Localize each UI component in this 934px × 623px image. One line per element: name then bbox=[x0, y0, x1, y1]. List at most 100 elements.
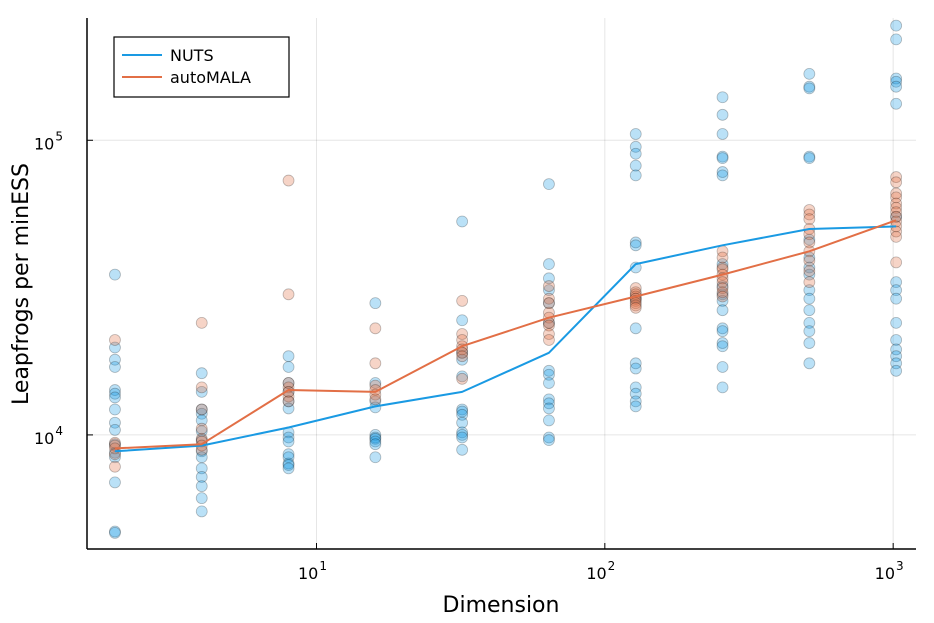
point-automala bbox=[803, 208, 816, 221]
point-automala bbox=[890, 225, 903, 238]
point-automala bbox=[543, 297, 555, 310]
point-nuts bbox=[803, 357, 816, 370]
point-nuts bbox=[716, 108, 729, 121]
point-nuts bbox=[456, 408, 469, 421]
point-nuts bbox=[890, 210, 903, 223]
point-nuts bbox=[890, 334, 903, 346]
point-nuts bbox=[716, 258, 729, 270]
point-nuts bbox=[282, 395, 295, 408]
point-nuts bbox=[890, 276, 903, 289]
point-nuts bbox=[890, 284, 903, 297]
point-nuts bbox=[629, 140, 642, 153]
point-nuts bbox=[890, 357, 903, 370]
point-nuts bbox=[456, 443, 469, 456]
point-automala bbox=[890, 210, 903, 223]
point-nuts bbox=[282, 377, 295, 389]
point-nuts bbox=[543, 402, 555, 415]
point-automala bbox=[456, 372, 469, 385]
point-nuts bbox=[109, 438, 121, 451]
point-nuts bbox=[803, 337, 816, 349]
point-nuts bbox=[456, 370, 469, 383]
y-axis-ticks: 104 105 bbox=[34, 129, 93, 448]
point-nuts bbox=[629, 236, 642, 249]
point-nuts bbox=[543, 297, 555, 310]
point-automala bbox=[716, 286, 729, 299]
y-tick-label: 104 bbox=[34, 424, 63, 448]
point-nuts bbox=[629, 261, 642, 274]
x-axis-title: Dimension bbox=[443, 593, 560, 618]
point-nuts bbox=[109, 446, 121, 459]
point-nuts bbox=[629, 387, 642, 400]
point-nuts bbox=[195, 462, 208, 475]
point-nuts bbox=[803, 284, 816, 297]
point-automala bbox=[543, 280, 555, 292]
point-automala bbox=[803, 276, 816, 289]
point-nuts bbox=[543, 431, 555, 444]
point-nuts bbox=[369, 377, 382, 389]
point-automala bbox=[716, 251, 729, 264]
point-automala bbox=[629, 282, 642, 294]
point-nuts bbox=[195, 425, 208, 438]
point-nuts bbox=[456, 416, 469, 429]
point-nuts bbox=[716, 361, 729, 373]
point-nuts bbox=[456, 431, 469, 444]
point-nuts bbox=[890, 292, 903, 305]
point-nuts bbox=[456, 405, 469, 418]
point-nuts bbox=[109, 361, 121, 373]
point-nuts bbox=[629, 395, 642, 408]
point-nuts bbox=[282, 457, 295, 470]
point-nuts bbox=[629, 381, 642, 394]
point-automala bbox=[629, 301, 642, 314]
point-automala bbox=[456, 328, 469, 340]
point-nuts bbox=[890, 97, 903, 110]
legend-label-nuts: NUTS bbox=[170, 46, 214, 65]
point-nuts bbox=[109, 423, 121, 436]
point-automala bbox=[109, 460, 121, 473]
point-nuts bbox=[109, 416, 121, 429]
point-automala bbox=[369, 322, 382, 335]
point-automala bbox=[543, 292, 555, 305]
point-nuts bbox=[543, 364, 555, 377]
point-nuts bbox=[629, 128, 642, 140]
point-nuts bbox=[890, 19, 903, 32]
point-nuts bbox=[282, 361, 295, 373]
point-automala bbox=[282, 377, 295, 389]
point-nuts bbox=[629, 322, 642, 335]
point-nuts bbox=[543, 434, 555, 447]
point-nuts bbox=[629, 147, 642, 160]
point-nuts bbox=[803, 292, 816, 305]
grid-lines bbox=[87, 18, 916, 549]
point-nuts bbox=[543, 284, 555, 297]
point-nuts bbox=[109, 353, 121, 366]
point-nuts bbox=[543, 258, 555, 270]
point-automala bbox=[890, 171, 903, 183]
point-automala bbox=[803, 213, 816, 226]
point-automala bbox=[629, 297, 642, 310]
point-nuts bbox=[890, 350, 903, 363]
y-tick-exponent: 4 bbox=[55, 424, 63, 438]
point-nuts bbox=[716, 337, 729, 349]
point-nuts bbox=[369, 431, 382, 444]
point-nuts bbox=[716, 325, 729, 338]
point-nuts bbox=[456, 429, 469, 441]
point-nuts bbox=[282, 451, 295, 464]
point-nuts bbox=[109, 526, 121, 539]
point-nuts bbox=[456, 215, 469, 228]
point-nuts bbox=[716, 169, 729, 182]
point-nuts bbox=[716, 91, 729, 104]
point-nuts bbox=[456, 403, 469, 416]
point-automala bbox=[369, 357, 382, 370]
point-nuts bbox=[803, 304, 816, 317]
point-nuts bbox=[282, 435, 295, 448]
point-nuts bbox=[456, 353, 469, 366]
x-tick-exponent: 2 bbox=[608, 559, 616, 573]
point-nuts bbox=[543, 377, 555, 389]
point-automala bbox=[195, 316, 208, 329]
point-nuts bbox=[890, 72, 903, 85]
point-nuts bbox=[629, 400, 642, 413]
line-automala bbox=[114, 219, 897, 450]
point-automala bbox=[890, 201, 903, 214]
point-nuts bbox=[629, 239, 642, 252]
point-nuts bbox=[109, 268, 121, 281]
